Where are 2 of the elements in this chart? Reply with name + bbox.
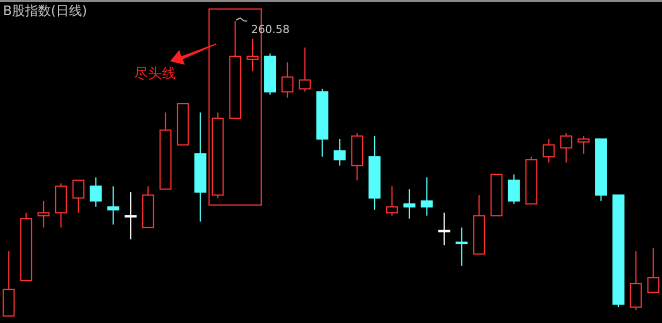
annotation: 尽头线: [134, 66, 176, 82]
chart-title: B股指数(日线): [3, 4, 88, 19]
